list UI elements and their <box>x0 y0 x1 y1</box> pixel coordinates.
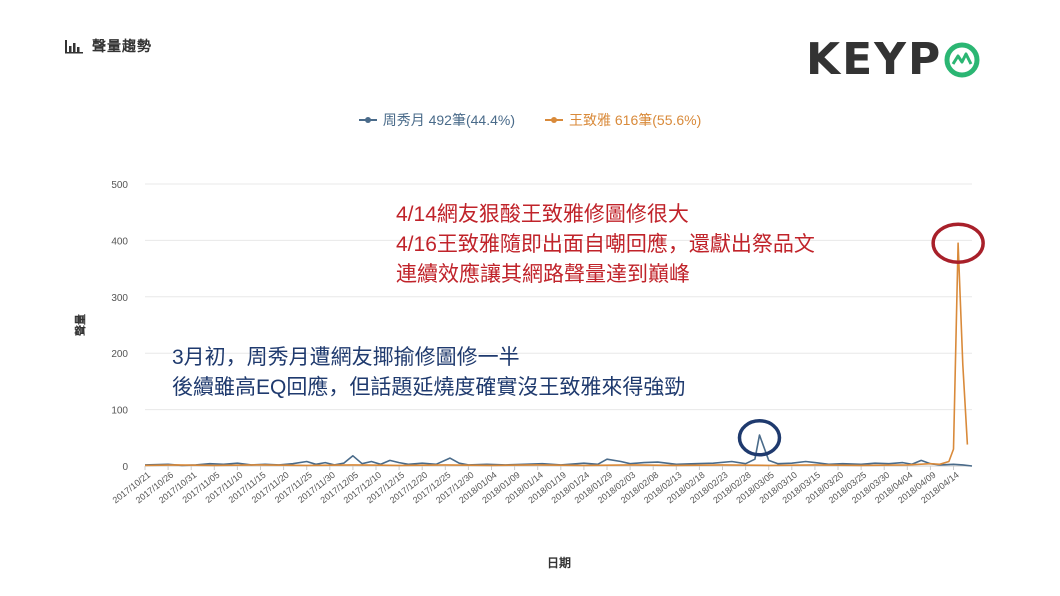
highlight-circle-wang-peak <box>931 222 985 264</box>
legend-item-zhou[interactable]: 周秀月 492筆(44.4%) <box>358 110 515 130</box>
series-line-zhou <box>144 434 973 467</box>
legend-label-wang: 王致雅 616筆(55.6%) <box>569 112 702 128</box>
annotation-blue-line-2: 後續雖高EQ回應，但話題延燒度確實沒王致雅來得強勁 <box>172 376 686 399</box>
keypo-logo: KEYP <box>806 38 980 82</box>
annotation-red-line-2: 4/16王致雅隨即出面自嘲回應，還獻出祭品文 <box>396 233 815 256</box>
legend-label-zhou: 周秀月 492筆(44.4%) <box>382 112 515 128</box>
legend-marker-zhou <box>358 117 377 123</box>
bar-chart-icon <box>65 40 83 54</box>
y-tick-label: 400 <box>111 236 128 247</box>
mountain-circle-icon <box>944 42 980 78</box>
y-axis-title: 聲量 <box>73 314 87 336</box>
annotation-blue-line-1: 3月初，周秀月遭網友揶揄修圖修一半 <box>172 346 520 369</box>
logo-text: KEYP <box>806 34 943 85</box>
chart-header: 聲量趨勢 <box>64 36 152 56</box>
series-line-wang <box>144 242 969 467</box>
legend-marker-wang <box>545 117 563 123</box>
y-tick-label: 0 <box>122 462 128 473</box>
y-tick-label: 100 <box>111 406 128 417</box>
highlight-circle-zhou-peak <box>737 419 782 457</box>
annotation-red-line-3: 連續效應讓其網路聲量達到巔峰 <box>396 263 690 286</box>
annotation-blue: 3月初，周秀月遭網友揶揄修圖修一半 後續雖高EQ回應，但話題延燒度確實沒王致雅來… <box>172 343 685 403</box>
y-tick-label: 200 <box>111 349 128 360</box>
legend-item-wang[interactable]: 王致雅 616筆(55.6%) <box>545 110 701 130</box>
chart-legend: 周秀月 492筆(44.4%) 王致雅 616筆(55.6%) <box>0 110 1060 130</box>
annotation-red: 4/14網友狠酸王致雅修圖修很大 4/16王致雅隨即出面自嘲回應，還獻出祭品文 … <box>396 200 815 290</box>
x-axis-title: 日期 <box>547 555 571 570</box>
chart-title: 聲量趨勢 <box>92 38 152 54</box>
y-tick-label: 300 <box>111 293 128 304</box>
y-tick-label: 500 <box>111 180 128 191</box>
annotation-red-line-1: 4/14網友狠酸王致雅修圖修很大 <box>396 203 689 226</box>
